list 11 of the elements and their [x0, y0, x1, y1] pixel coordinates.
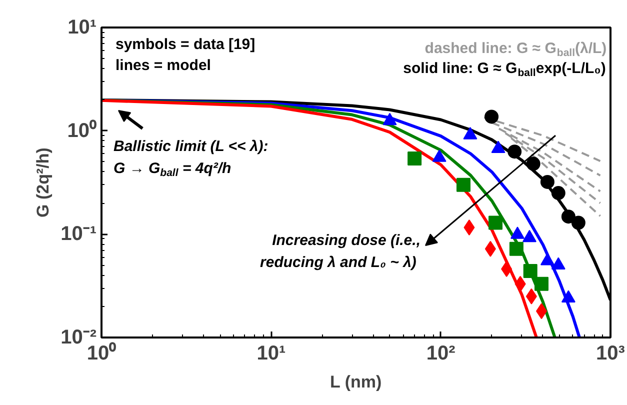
y-tick-label: 10¹	[68, 16, 97, 38]
annotation: lines = model	[116, 57, 211, 74]
y-tick-label: 10⁰	[67, 118, 97, 142]
x-tick-label: 10²	[426, 342, 456, 364]
annotation: Increasing dose (i.e., reducing λ and L₀ ~ λ)	[260, 232, 420, 271]
x-tick-label: 10³	[596, 342, 626, 364]
y-tick-label: 10⁻¹	[60, 223, 97, 246]
y-axis-title: G (2q²/h)	[34, 148, 53, 218]
annotation: symbols = data [19]	[116, 36, 256, 53]
x-axis-title: L (nm)	[330, 372, 382, 392]
x-tick-label: 10¹	[256, 342, 286, 364]
